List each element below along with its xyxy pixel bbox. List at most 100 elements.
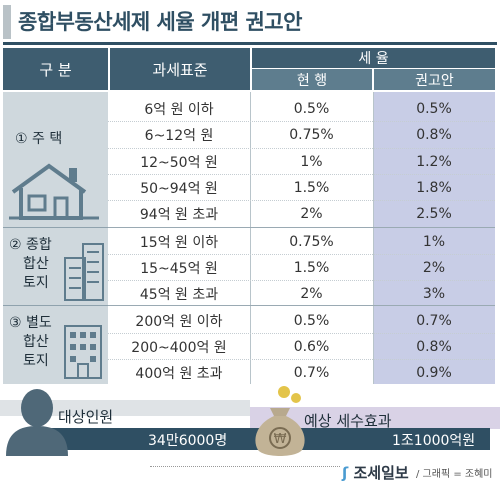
proposal-rate-cell: 1.2% xyxy=(416,153,452,170)
group-separate-land-label-line: 토지 xyxy=(23,353,49,369)
base-cell: 50~94억 원 xyxy=(140,180,218,197)
row-divider xyxy=(108,200,495,201)
row-divider xyxy=(108,174,495,175)
current-rate-cell: 0.5% xyxy=(293,312,330,329)
targets-label: 대상인원 xyxy=(58,408,114,426)
targets-value-bar xyxy=(40,428,262,450)
base-cell: 15~45억 원 xyxy=(140,260,218,277)
base-cell: 15억 원 이하 xyxy=(139,234,219,251)
proposal-rate-cell: 1% xyxy=(422,233,446,250)
table-row: 15~45억 원 1.5% 2% xyxy=(108,255,495,280)
header-current-label: 현 행 xyxy=(296,72,328,89)
current-rate-cell: 0.6% xyxy=(293,338,330,355)
current-rate-cell: 1.5% xyxy=(293,259,330,276)
current-rate-cell: 0.7% xyxy=(293,364,330,381)
proposal-rate-cell: 0.9% xyxy=(416,364,452,381)
table-row: 50~94억 원 1.5% 1.8% xyxy=(108,175,495,200)
current-rate-cell: 0.75% xyxy=(289,233,334,250)
row-divider xyxy=(108,280,495,281)
header-base: 과세표준 xyxy=(110,48,250,90)
summary-band-left xyxy=(0,400,250,416)
title-accent-bar xyxy=(3,5,11,39)
brand-mark-icon: ʃ xyxy=(342,464,349,482)
group-separate-land-label-line: 합산 xyxy=(23,334,49,350)
page-title: 종합부동산세제 세율 개편 권고안 xyxy=(18,10,302,34)
proposal-rate-cell: 0.8% xyxy=(416,126,452,143)
base-cell: 94억 원 초과 xyxy=(139,206,219,223)
row-divider xyxy=(108,359,495,360)
effect-value-bar xyxy=(300,428,490,450)
base-cell: 45억 원 초과 xyxy=(139,286,219,303)
column-divider xyxy=(250,92,251,384)
graphic-credit: / 그래픽 = 조혜미 xyxy=(416,469,493,480)
person-icon xyxy=(6,389,68,456)
base-cell: 400억 원 초과 xyxy=(135,365,223,382)
footer-divider xyxy=(150,466,340,467)
group-separate-land: ③ 별도 합산 토지 xyxy=(3,306,108,384)
proposal-column xyxy=(373,92,495,384)
table-row: 200~400억 원 0.6% 0.8% xyxy=(108,334,495,359)
current-rate-cell: 1.5% xyxy=(293,179,330,196)
group-housing-label-text: ① 주 택 xyxy=(15,131,63,147)
current-rate-cell: 0.5% xyxy=(293,100,330,117)
header-rate-label: 세 율 xyxy=(358,51,389,67)
house-icon xyxy=(9,163,99,220)
current-rate-cell: 2% xyxy=(300,285,323,302)
row-divider xyxy=(108,121,495,122)
current-rate-cell: 0.75% xyxy=(289,126,334,143)
group-combined-land-label: ② 종합 합산 토지 xyxy=(9,236,52,293)
proposal-rate-cell: 2% xyxy=(422,259,446,276)
group-combined-land-label-line: 합산 xyxy=(23,256,49,272)
targets-value: 34만6000명 xyxy=(148,433,228,449)
office-building-icon xyxy=(64,325,102,379)
base-cell: 6억 원 이하 xyxy=(144,101,214,118)
group-separate-land-label: ③ 별도 합산 토지 xyxy=(9,314,52,371)
effect-value: 1조1000억원 xyxy=(392,433,476,449)
table-row: 400억 원 초과 0.7% 0.9% xyxy=(108,360,495,385)
proposal-rate-cell: 2.5% xyxy=(416,205,452,222)
table-row: 45억 원 초과 2% 3% xyxy=(108,281,495,306)
column-divider xyxy=(373,92,374,384)
group-separate-land-label-line: ③ 별도 xyxy=(9,315,52,331)
row-divider xyxy=(108,148,495,149)
proposal-rate-cell: 0.7% xyxy=(416,312,452,329)
group-housing: ① 주 택 xyxy=(3,92,108,228)
row-divider xyxy=(108,254,495,255)
table-row: 200억 원 이하 0.5% 0.7% xyxy=(108,308,495,333)
buildings-icon xyxy=(64,243,104,301)
table-row: 15억 원 이하 0.75% 1% xyxy=(108,229,495,254)
group-combined-land: ② 종합 합산 토지 xyxy=(3,228,108,306)
table-row: 6억 원 이하 0.5% 0.5% xyxy=(108,96,495,121)
base-cell: 6~12억 원 xyxy=(144,127,214,144)
table-row: 12~50억 원 1% 1.2% xyxy=(108,149,495,174)
group-housing-label: ① 주 택 xyxy=(15,130,62,149)
header-proposal-label: 권고안 xyxy=(415,72,454,89)
base-cell: 200억 원 이하 xyxy=(135,313,223,330)
base-cell: 200~400억 원 xyxy=(131,339,227,356)
title-bar: 종합부동산세제 세율 개편 권고안 xyxy=(0,0,500,45)
table-row: 6~12억 원 0.75% 0.8% xyxy=(108,122,495,147)
header-base-label: 과세표준 xyxy=(152,60,208,79)
group-combined-land-label-line: ② 종합 xyxy=(9,237,52,253)
proposal-rate-cell: 0.5% xyxy=(416,100,452,117)
summary-band-right xyxy=(250,407,500,429)
money-bag-icon: ₩ xyxy=(255,386,305,456)
brand-logo: ʃ 조세일보 xyxy=(342,462,409,483)
header-current: 현 행 xyxy=(252,69,372,90)
header-category-label: 구 분 xyxy=(39,60,72,79)
group-combined-land-label-line: 토지 xyxy=(23,275,49,291)
proposal-rate-cell: 1.8% xyxy=(416,179,452,196)
current-rate-cell: 1% xyxy=(300,153,323,170)
header-proposal: 권고안 xyxy=(374,69,495,90)
effect-label: 예상 세수효과 xyxy=(304,412,392,430)
table-row: 94억 원 초과 2% 2.5% xyxy=(108,201,495,228)
title-divider xyxy=(3,42,497,45)
svg-text:₩: ₩ xyxy=(274,432,287,447)
proposal-rate-cell: 3% xyxy=(422,285,446,302)
proposal-rate-cell: 0.8% xyxy=(416,338,452,355)
current-rate-cell: 2% xyxy=(300,205,323,222)
brand-name: 조세일보 xyxy=(353,464,409,482)
header-category: 구 분 xyxy=(3,48,108,90)
header-rate: 세 율 xyxy=(252,48,495,68)
row-divider xyxy=(108,333,495,334)
